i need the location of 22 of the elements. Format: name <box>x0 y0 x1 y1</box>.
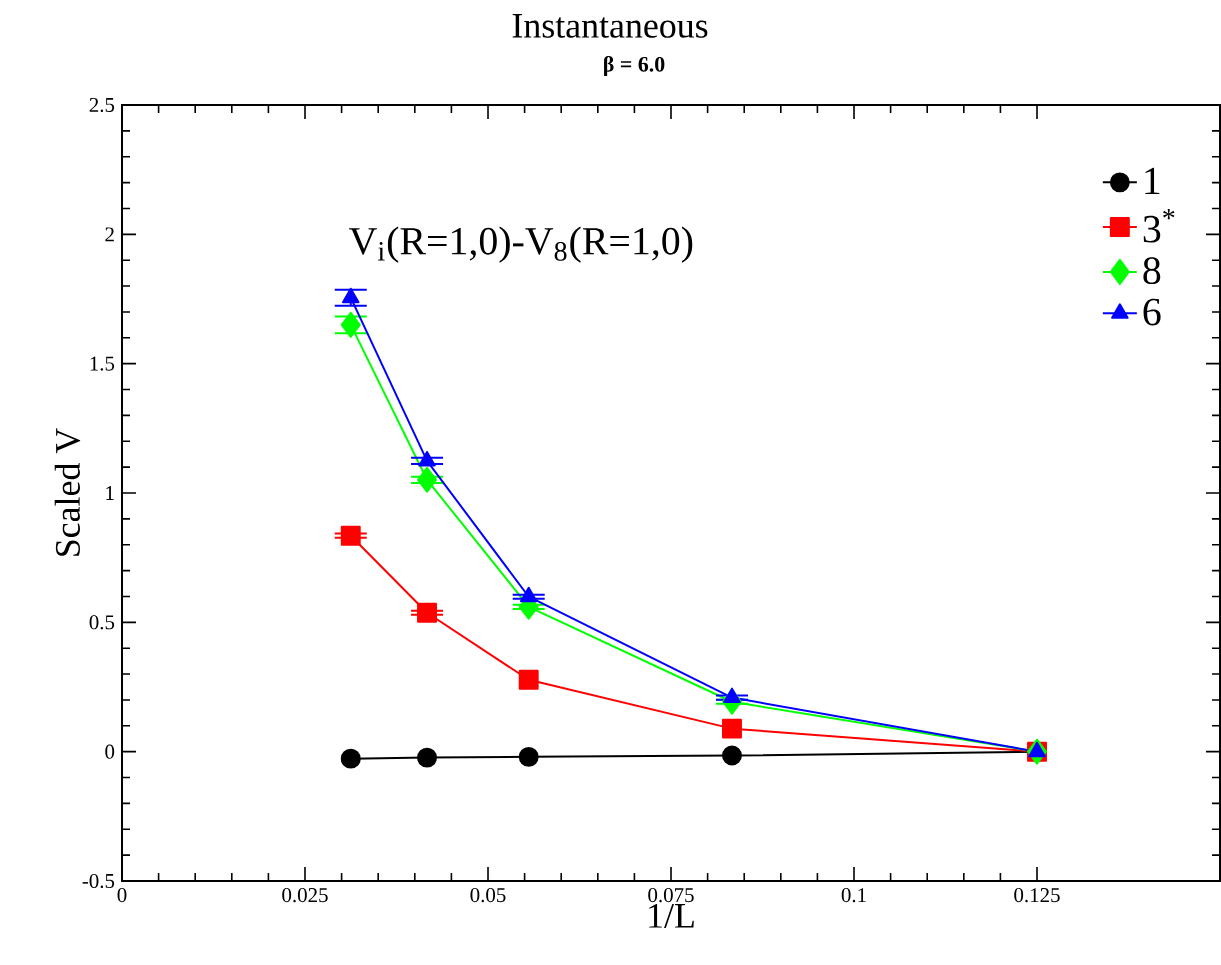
y-tick-label: 0 <box>105 744 115 759</box>
x-axis-title: 1/L <box>649 903 694 928</box>
legend-label: 1 <box>1145 167 1160 194</box>
y-tick-label: 2 <box>105 227 114 242</box>
y-tick-label: 0.5 <box>89 615 115 630</box>
x-tick-label: 0.025 <box>282 888 328 903</box>
x-tick-label: 0.05 <box>470 888 506 903</box>
y-tick-label: 2.5 <box>89 97 115 113</box>
annotation: V$_{i}$(R=1,0)-V$_{8}$(R=1,0) <box>349 226 693 263</box>
chart-subtitle: β = 6.0 <box>604 56 665 77</box>
y-tick-label: -0.5 <box>82 873 115 889</box>
y-tick-label: 1 <box>106 486 114 500</box>
y-tick-label: 1.5 <box>90 356 115 371</box>
chart-title: Instantaneous <box>512 14 708 38</box>
legend-label: 3$^{*}$ <box>1143 208 1175 243</box>
legend-label: 6 <box>1143 298 1161 326</box>
x-tick-label: 0.125 <box>1014 888 1060 903</box>
x-tick-label: 0 <box>117 888 127 903</box>
x-tick-label: 0.1 <box>841 888 866 903</box>
y-axis-title: Scaled V <box>54 428 81 556</box>
legend-label: 8 <box>1143 257 1161 285</box>
x-tick-label: 0.075 <box>648 888 694 903</box>
